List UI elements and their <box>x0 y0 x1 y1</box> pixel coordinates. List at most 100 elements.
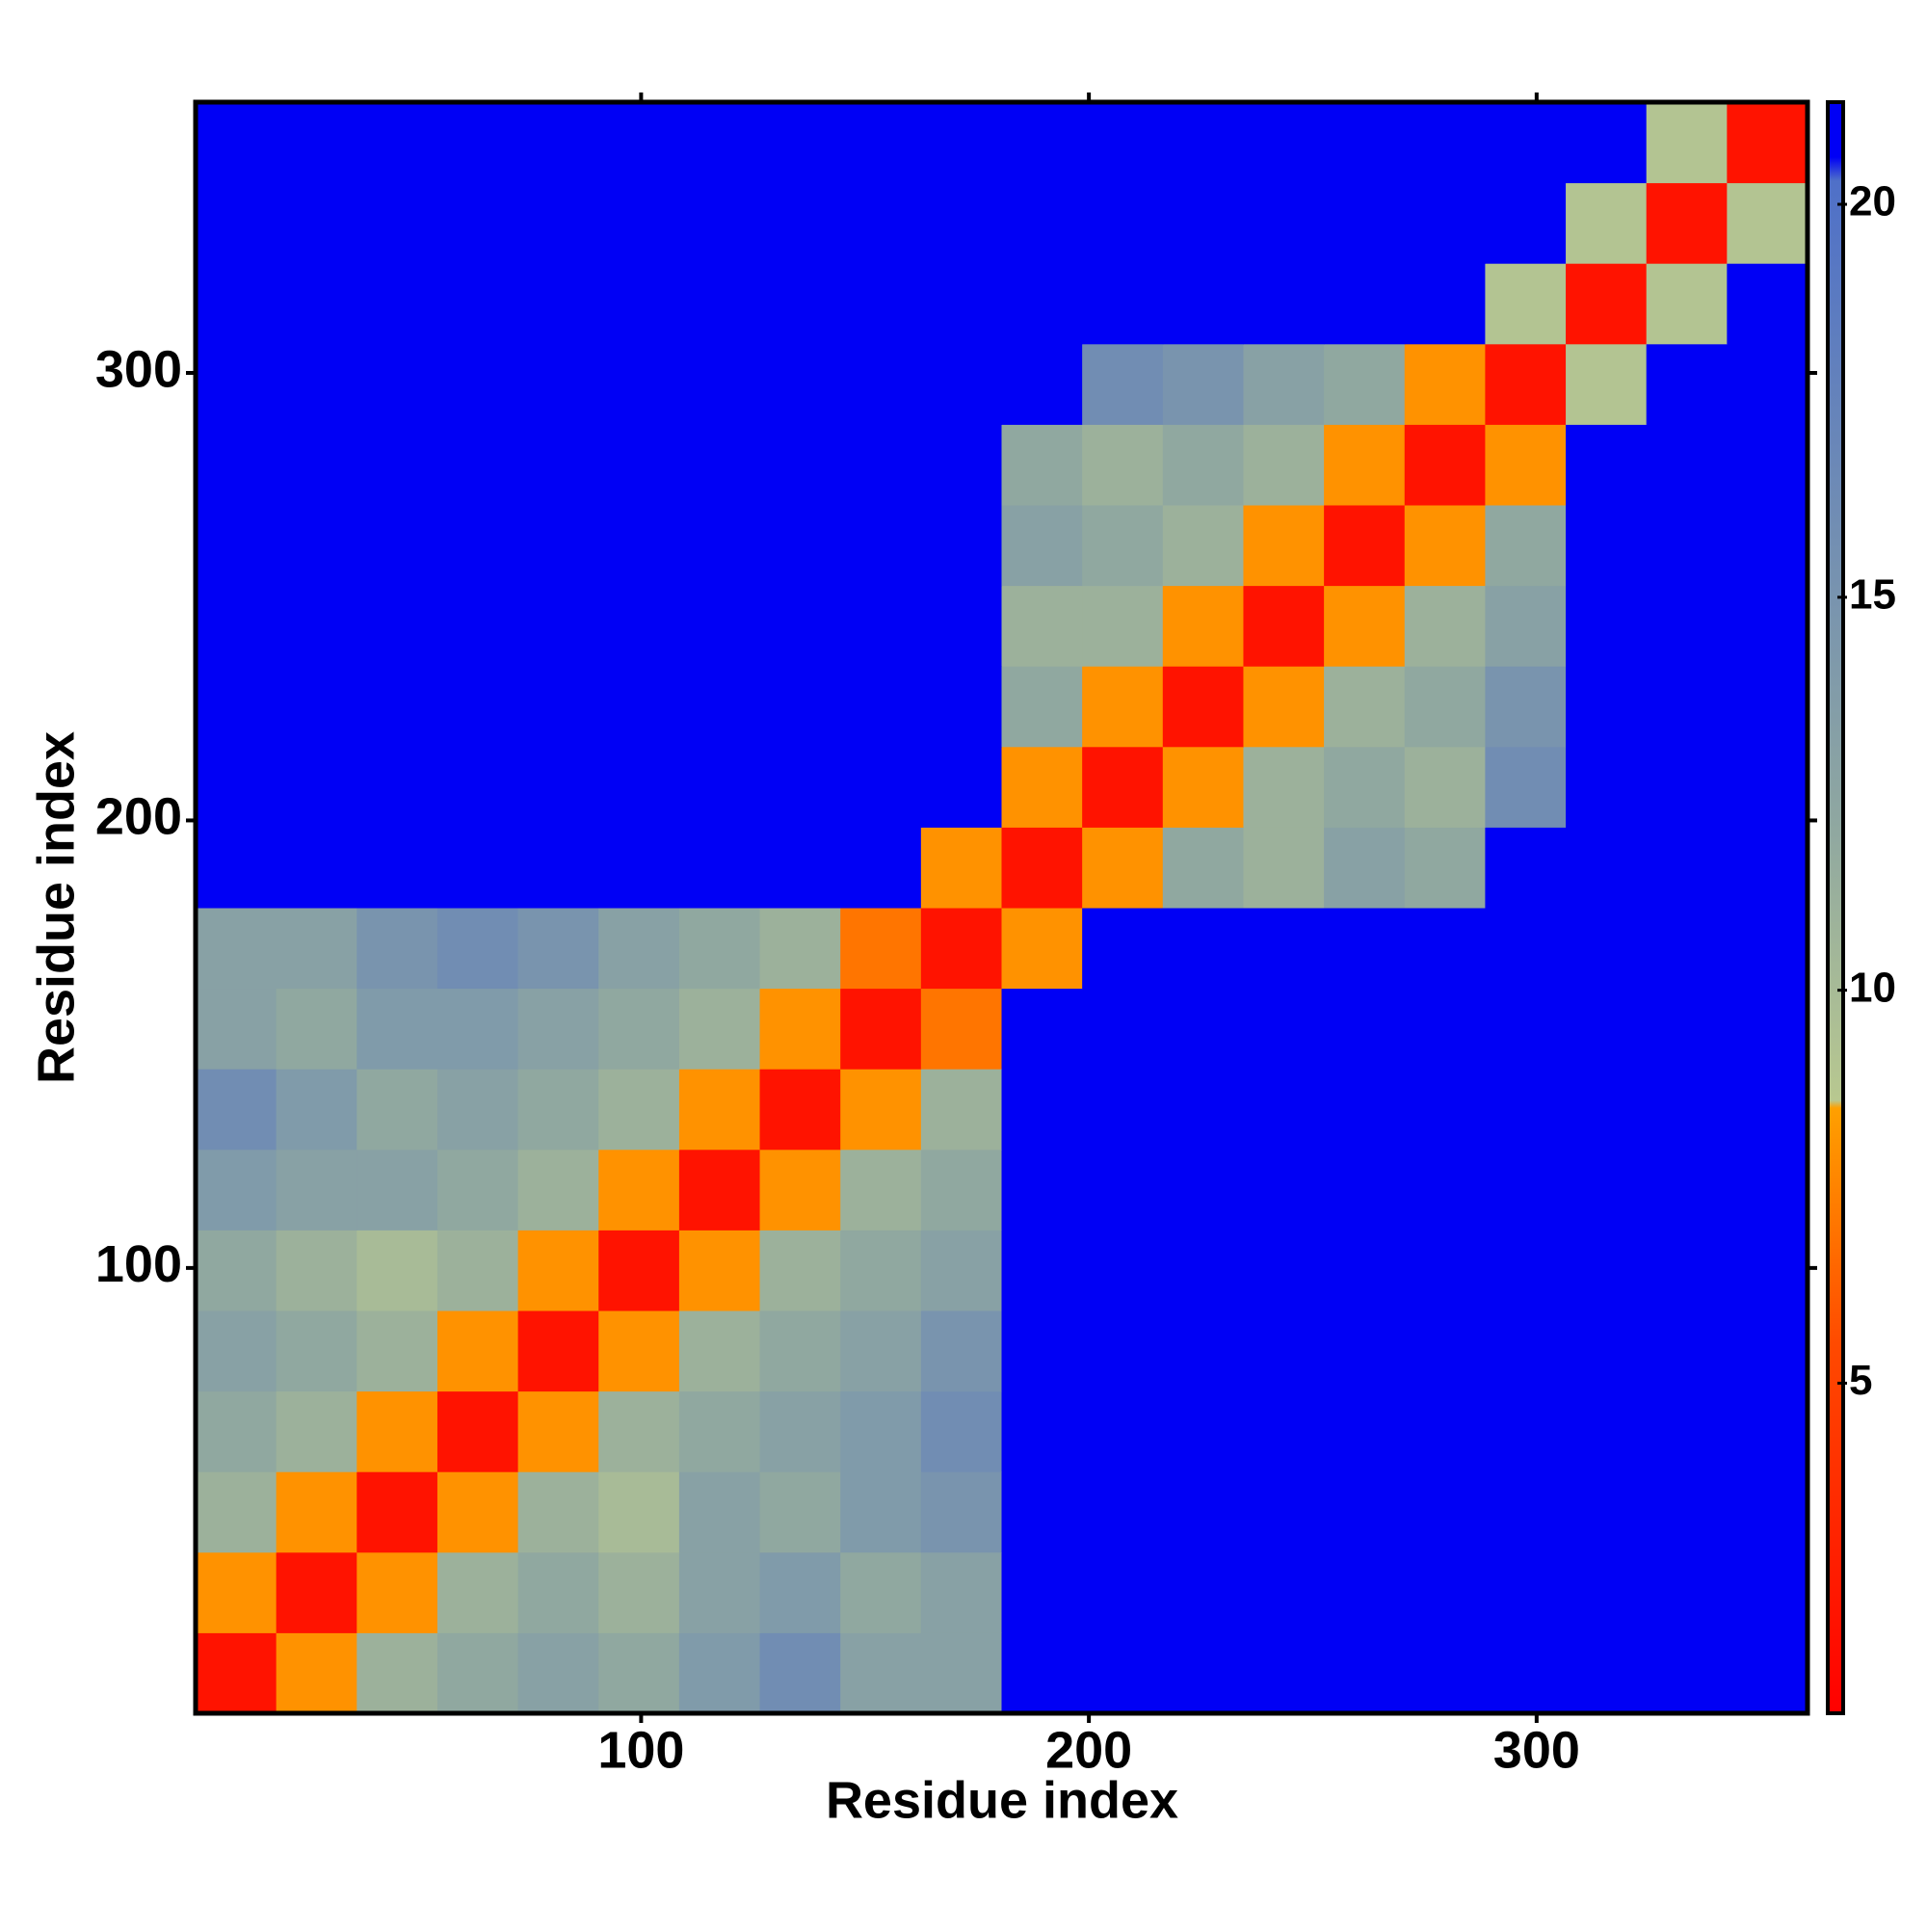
heatmap-cell <box>1082 1230 1164 1311</box>
heatmap-cell <box>1485 1471 1567 1553</box>
heatmap-cell <box>1404 746 1486 828</box>
heatmap-cell <box>1001 746 1083 828</box>
heatmap-cell <box>356 1471 438 1553</box>
heatmap-cell <box>759 746 841 828</box>
heatmap-cell <box>759 1230 841 1311</box>
heatmap-cell <box>1243 182 1325 264</box>
heatmap-cell <box>1485 1069 1567 1151</box>
heatmap-cell <box>1243 1390 1325 1472</box>
heatmap-cell <box>1162 1230 1244 1311</box>
heatmap-cell <box>1646 666 1728 748</box>
heatmap-cell <box>840 343 922 425</box>
heatmap-cell <box>1727 1310 1808 1392</box>
heatmap-cell <box>1082 666 1164 748</box>
heatmap-cell <box>598 666 680 748</box>
heatmap-cell <box>598 585 680 667</box>
heatmap-cell <box>517 263 599 345</box>
heatmap-cell <box>356 1632 438 1714</box>
heatmap-cell <box>1001 263 1083 345</box>
heatmap-cell <box>840 908 922 990</box>
heatmap-cell <box>1162 1069 1244 1151</box>
heatmap-cell <box>1404 424 1486 506</box>
heatmap-cell <box>436 1471 519 1553</box>
heatmap-cell <box>1727 1471 1808 1553</box>
heatmap-cell <box>436 1069 519 1151</box>
heatmap-cell <box>598 1230 680 1311</box>
heatmap-cell <box>1727 666 1808 748</box>
heatmap-cell <box>920 1230 1002 1311</box>
heatmap-cell <box>678 908 761 990</box>
heatmap-cell <box>276 1069 357 1151</box>
heatmap-cell <box>759 585 841 667</box>
heatmap-cell <box>1001 827 1083 909</box>
heatmap-cell <box>1646 1632 1728 1714</box>
heatmap-cell <box>759 908 841 990</box>
heatmap-cell <box>598 746 680 828</box>
heatmap-cell <box>1646 746 1728 828</box>
heatmap-cell <box>920 424 1002 506</box>
heatmap-cell <box>1485 182 1567 264</box>
heatmap-cell <box>678 182 761 264</box>
heatmap-cell <box>840 666 922 748</box>
heatmap-cell <box>1727 343 1808 425</box>
heatmap-cell <box>1243 263 1325 345</box>
heatmap-cell <box>920 746 1002 828</box>
colorbar <box>1826 100 1845 1715</box>
heatmap-cell <box>1485 1149 1567 1231</box>
heatmap-cell <box>1727 908 1808 990</box>
heatmap-cell <box>1404 827 1486 909</box>
heatmap-cell <box>1646 182 1728 264</box>
heatmap-cell <box>1082 424 1164 506</box>
heatmap-cell <box>1082 1149 1164 1231</box>
heatmap-cell <box>1324 908 1406 990</box>
heatmap-cell <box>598 1632 680 1714</box>
heatmap-cell <box>517 343 599 425</box>
heatmap-cell <box>678 1390 761 1472</box>
heatmap-cell <box>1001 1390 1083 1472</box>
heatmap-cell <box>1404 263 1486 345</box>
heatmap-cell <box>598 1310 680 1392</box>
heatmap-cell <box>517 908 599 990</box>
heatmap-cell <box>598 988 680 1070</box>
heatmap-cell <box>356 746 438 828</box>
heatmap-cell <box>196 424 277 506</box>
heatmap-cell <box>759 424 841 506</box>
heatmap-cell <box>1243 1632 1325 1714</box>
heatmap-cell <box>356 263 438 345</box>
heatmap-cell <box>356 666 438 748</box>
heatmap-cell <box>517 827 599 909</box>
heatmap-cell <box>1727 1632 1808 1714</box>
heatmap-cell <box>1243 746 1325 828</box>
heatmap-cell <box>1485 424 1567 506</box>
colorbar-tick-label: 15 <box>1849 570 1896 618</box>
heatmap-cell <box>356 1310 438 1392</box>
heatmap-cell <box>436 343 519 425</box>
heatmap-cell <box>436 1149 519 1231</box>
heatmap-cell <box>1404 1632 1486 1714</box>
heatmap-cell <box>276 1551 357 1633</box>
heatmap-cell <box>1162 1310 1244 1392</box>
heatmap-cell <box>356 988 438 1070</box>
heatmap-cell <box>1243 424 1325 506</box>
heatmap-cell <box>1162 424 1244 506</box>
heatmap-cell <box>1646 1310 1728 1392</box>
heatmap-cell <box>356 1230 438 1311</box>
heatmap-cell <box>1324 988 1406 1070</box>
heatmap-cell <box>920 1069 1002 1151</box>
heatmap-cell <box>678 424 761 506</box>
heatmap-cell <box>436 827 519 909</box>
heatmap-cell <box>1485 746 1567 828</box>
heatmap-cell <box>436 585 519 667</box>
heatmap-cell <box>840 746 922 828</box>
heatmap-cell <box>276 988 357 1070</box>
heatmap-cell <box>1646 827 1728 909</box>
heatmap-cell <box>1404 908 1486 990</box>
heatmap-cell <box>920 585 1002 667</box>
heatmap-cell <box>276 424 357 506</box>
heatmap-cell <box>1243 666 1325 748</box>
heatmap-cell <box>1646 585 1728 667</box>
heatmap-cell <box>196 102 277 184</box>
heatmap-cell <box>598 182 680 264</box>
heatmap-cell <box>1566 827 1648 909</box>
heatmap-cell <box>517 1230 599 1311</box>
